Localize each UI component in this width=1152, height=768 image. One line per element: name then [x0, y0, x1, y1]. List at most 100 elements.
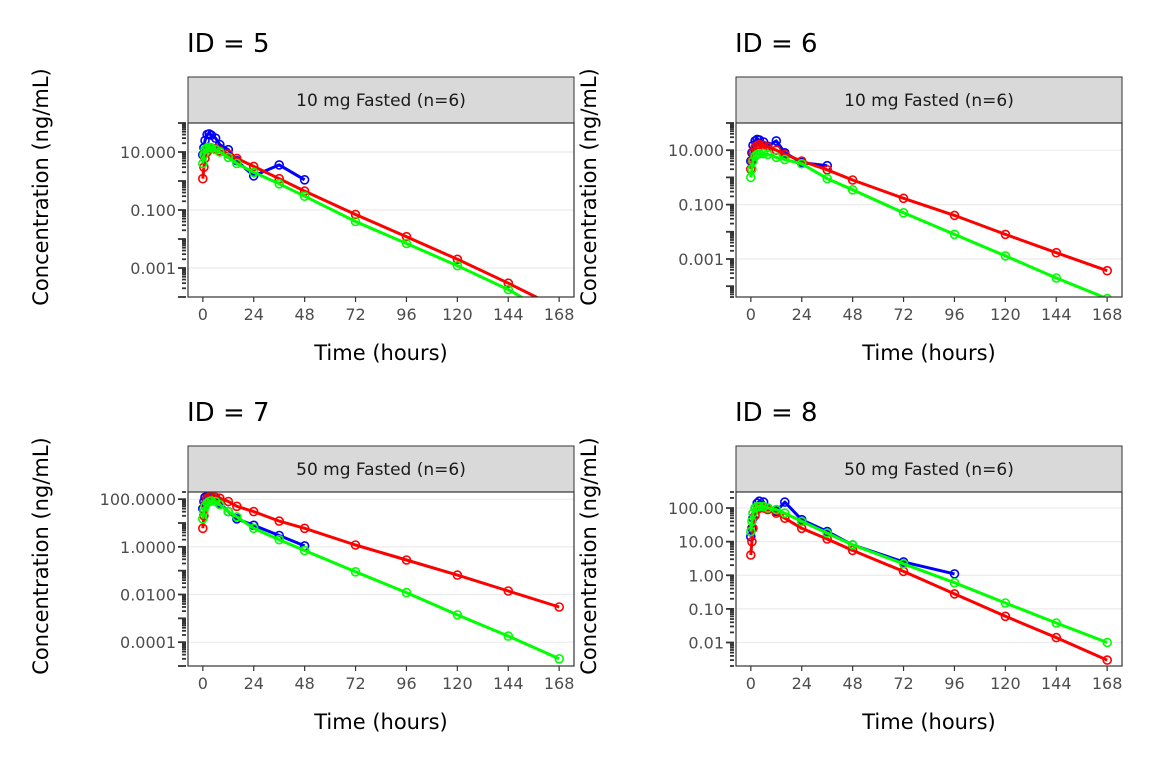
x-tick-label: 168	[544, 305, 575, 324]
x-tick-label: 168	[544, 674, 575, 693]
data-point	[796, 516, 807, 527]
data-point	[274, 160, 285, 170]
panel-title: ID = 5	[187, 29, 270, 59]
x-axis: 0 24 48 72 96 120 144 168	[198, 297, 575, 324]
data-point	[758, 148, 769, 159]
x-tick-label: 0	[746, 305, 756, 324]
data-point	[1051, 273, 1062, 283]
data-point	[299, 523, 310, 534]
data-point	[771, 504, 782, 515]
data-point	[949, 589, 960, 599]
chart-panel-2: ID = 6 10 mg Fasted (n=6) 10.000 0.100 0.001…	[577, 29, 1123, 365]
data-point	[847, 185, 858, 195]
x-tick-label: 48	[294, 305, 314, 324]
data-point	[771, 152, 782, 163]
data-point	[452, 260, 463, 271]
data-point	[796, 523, 807, 534]
series-group	[198, 129, 540, 297]
data-point	[232, 158, 242, 169]
facet-strip-label: 50 mg Fasted (n=6)	[844, 460, 1014, 480]
data-point	[1102, 637, 1112, 648]
data-point	[1000, 611, 1011, 622]
facet-strip-label: 10 mg Fasted (n=6)	[296, 91, 466, 111]
data-point	[274, 179, 285, 189]
data-point	[401, 231, 412, 242]
x-tick-label: 24	[244, 305, 264, 324]
data-point	[898, 208, 909, 218]
data-point	[1102, 265, 1112, 276]
x-axis-title: Time (hours)	[861, 710, 996, 734]
data-point	[745, 550, 756, 560]
y-tick-label: 1.00	[688, 566, 724, 585]
data-point	[401, 238, 412, 249]
data-point	[554, 602, 565, 612]
data-point	[747, 536, 757, 547]
y-tick-label: 0.0100	[120, 586, 176, 605]
data-point	[198, 523, 208, 534]
data-point	[215, 499, 225, 510]
data-point	[232, 512, 242, 522]
x-tick-label: 72	[893, 305, 913, 324]
facet-strip	[187, 76, 575, 124]
y-tick-label: 0.001	[130, 259, 176, 278]
data-point	[248, 161, 259, 172]
panel-border	[735, 491, 1123, 667]
data-point	[771, 145, 782, 155]
x-tick-label: 168	[1092, 305, 1123, 324]
data-point	[350, 209, 361, 220]
x-tick-label: 0	[746, 674, 756, 693]
data-point	[503, 586, 514, 596]
data-point	[299, 191, 310, 201]
data-point	[1102, 293, 1112, 297]
x-axis: 0 24 48 72 96 120 144 168	[746, 666, 1122, 693]
data-point	[949, 577, 960, 588]
y-tick-label: 0.100	[678, 196, 724, 215]
data-point	[503, 278, 514, 289]
chart-panel-4: ID = 8 50 mg Fasted (n=6) 100.00 10.00 1.00 0…	[577, 398, 1123, 734]
data-point	[1000, 251, 1011, 261]
data-point	[796, 158, 807, 169]
x-tick-label: 0	[198, 305, 208, 324]
data-point	[452, 570, 463, 580]
data-point	[503, 631, 514, 641]
panel-title: ID = 6	[735, 29, 818, 59]
x-axis-title: Time (hours)	[313, 341, 448, 365]
facet-strip	[735, 445, 1123, 493]
series-line-3	[201, 499, 560, 661]
data-point	[847, 540, 858, 550]
data-point	[350, 540, 361, 550]
data-point	[1000, 229, 1011, 240]
data-point	[822, 165, 833, 175]
panel-border	[735, 122, 1123, 298]
x-tick-label: 48	[842, 674, 862, 693]
x-tick-label: 72	[893, 674, 913, 693]
x-tick-label: 144	[493, 674, 524, 693]
data-point	[248, 523, 259, 534]
data-point	[898, 193, 909, 204]
y-axis-title: Concentration (ng/mL)	[577, 68, 601, 306]
data-point	[771, 136, 782, 146]
y-axis-title: Concentration (ng/mL)	[577, 437, 601, 675]
x-axis: 0 24 48 72 96 120 144 168	[746, 297, 1123, 324]
x-axis: 0 24 48 72 96 120 144 168	[198, 666, 575, 693]
facet-strip	[187, 445, 575, 493]
data-point	[898, 558, 909, 569]
data-point	[748, 156, 758, 166]
data-point	[822, 528, 833, 538]
data-point	[401, 555, 412, 565]
y-axis: 100.00 10.00 1.00 0.10 0.01	[668, 491, 734, 667]
facet-strip-label: 50 mg Fasted (n=6)	[296, 460, 466, 480]
x-tick-label: 72	[345, 674, 365, 693]
chart-panel-1: ID = 5 10 mg Fasted (n=6) 10.000 0.100 0.001…	[29, 29, 575, 365]
x-tick-label: 96	[396, 674, 416, 693]
series-group	[745, 496, 1112, 665]
data-point	[350, 216, 361, 227]
data-point	[1051, 618, 1062, 628]
data-point	[401, 587, 412, 598]
panel-border	[187, 122, 575, 298]
data-point	[210, 133, 221, 143]
y-tick-label: 100.0000	[100, 490, 176, 509]
data-point	[1051, 632, 1062, 643]
x-tick-label: 120	[990, 305, 1021, 324]
